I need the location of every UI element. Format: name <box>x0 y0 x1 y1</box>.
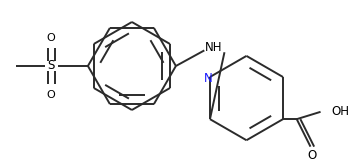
Text: NH: NH <box>205 41 222 54</box>
Text: O: O <box>308 149 317 161</box>
Text: S: S <box>48 60 55 72</box>
Text: N: N <box>204 72 212 85</box>
Text: OH: OH <box>332 105 350 118</box>
Text: O: O <box>47 90 55 100</box>
Text: O: O <box>47 33 55 43</box>
